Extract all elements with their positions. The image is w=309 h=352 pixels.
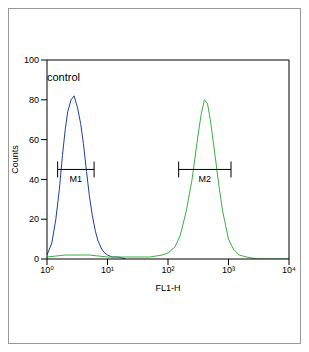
svg-text:Counts: Counts [10,145,20,174]
svg-text:10⁰: 10⁰ [40,265,54,275]
svg-text:60: 60 [29,135,39,145]
svg-text:M1: M1 [70,174,83,184]
svg-text:10³: 10³ [222,265,235,275]
svg-text:100: 100 [24,55,39,65]
svg-text:40: 40 [29,175,39,185]
svg-text:10¹: 10¹ [101,265,114,275]
svg-text:80: 80 [29,95,39,105]
svg-text:M2: M2 [199,174,212,184]
svg-text:10⁴: 10⁴ [282,265,296,275]
svg-text:0: 0 [34,254,39,264]
html-text:control: control [47,71,80,83]
svg-text:FL1-H: FL1-H [155,283,180,293]
svg-text:20: 20 [29,214,39,224]
svg-text:10²: 10² [161,265,174,275]
